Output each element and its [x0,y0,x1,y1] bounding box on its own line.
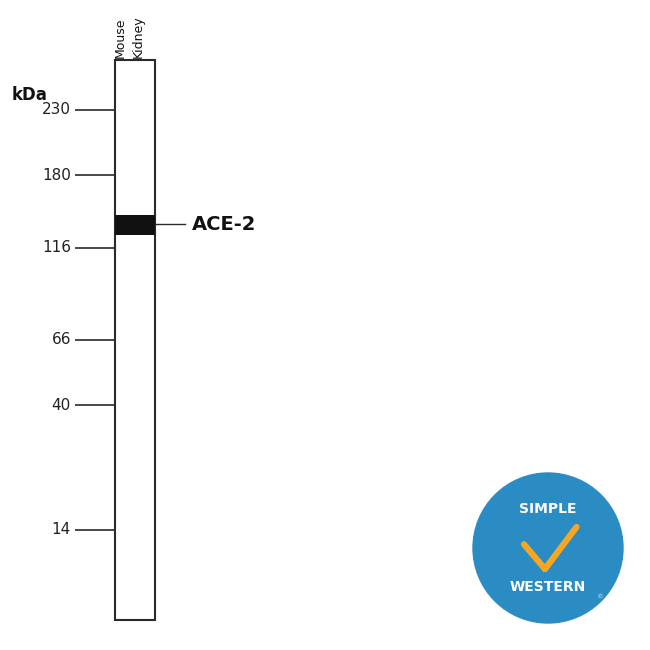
Text: 116: 116 [42,240,71,255]
Text: © 2014: © 2014 [595,593,617,611]
Text: ACE-2: ACE-2 [192,214,256,233]
Text: 66: 66 [51,333,71,348]
Text: Kidney: Kidney [131,16,144,58]
Text: 14: 14 [52,523,71,538]
Text: SIMPLE: SIMPLE [519,502,577,516]
Text: kDa: kDa [12,86,48,104]
Bar [115,215,155,235]
Text: 40: 40 [52,398,71,413]
Text: WESTERN: WESTERN [510,580,586,594]
Text: Mouse: Mouse [114,18,127,58]
Bar [115,60,155,620]
Text: 230: 230 [42,103,71,118]
Circle shape [473,473,623,623]
Text: 180: 180 [42,168,71,183]
